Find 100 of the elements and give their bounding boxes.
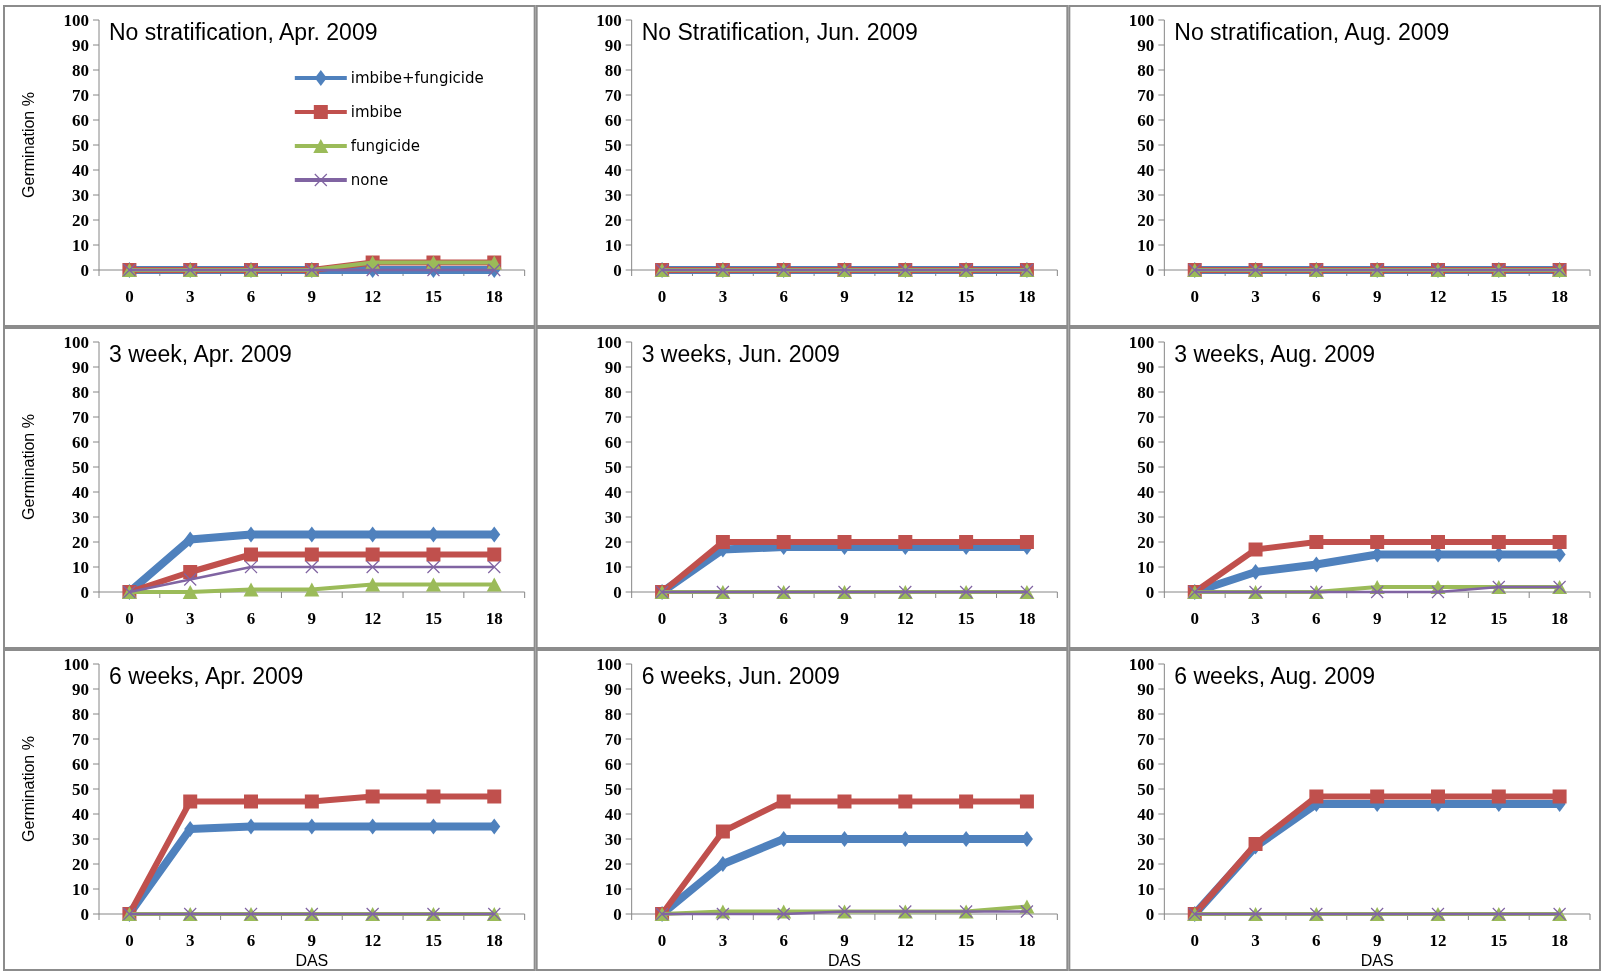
x-tick-label: 15 xyxy=(1490,931,1508,950)
x-tick-label: 18 xyxy=(1018,609,1036,628)
x-tick-label: 0 xyxy=(125,931,134,950)
y-tick-label: 80 xyxy=(72,60,89,80)
y-tick-label: 70 xyxy=(1137,85,1155,105)
y-tick-label: 30 xyxy=(72,185,89,205)
y-tick-label: 10 xyxy=(1137,235,1155,255)
x-tick-label: 9 xyxy=(307,609,317,628)
x-tick-label: 18 xyxy=(1018,931,1036,950)
y-tick-label: 60 xyxy=(1137,110,1155,130)
y-tick-label: 30 xyxy=(1137,507,1155,527)
y-axis-title: Germination % xyxy=(20,92,37,198)
y-tick-label: 60 xyxy=(72,432,89,452)
legend-label: fungicide xyxy=(350,137,420,156)
y-tick-label: 70 xyxy=(72,407,89,427)
y-tick-label: 40 xyxy=(1137,160,1155,180)
y-tick-label: 30 xyxy=(72,507,89,527)
y-tick-label: 70 xyxy=(604,729,622,749)
y-tick-label: 50 xyxy=(1137,779,1155,799)
y-tick-label: 30 xyxy=(72,829,89,849)
x-tick-label: 9 xyxy=(840,609,849,628)
x-tick-label: 9 xyxy=(1372,287,1382,306)
x-tick-label: 3 xyxy=(718,931,728,950)
y-tick-label: 20 xyxy=(1137,532,1155,552)
y-tick-label: 20 xyxy=(604,854,622,874)
y-tick-label: 0 xyxy=(80,582,89,602)
y-tick-label: 50 xyxy=(1137,457,1155,477)
y-tick-label: 70 xyxy=(1137,729,1155,749)
y-tick-label: 60 xyxy=(604,754,622,774)
x-tick-label: 0 xyxy=(1190,931,1199,950)
y-axis-title: Germination % xyxy=(20,736,37,842)
y-tick-label: 30 xyxy=(604,185,622,205)
y-tick-label: 10 xyxy=(604,879,622,899)
chart-title: 3 weeks, Aug. 2009 xyxy=(1174,341,1376,367)
x-tick-label: 12 xyxy=(1429,287,1447,306)
x-tick-label: 6 xyxy=(1312,609,1321,628)
x-tick-label: 0 xyxy=(657,931,667,950)
x-tick-label: 18 xyxy=(485,931,503,950)
x-tick-label: 12 xyxy=(364,931,382,950)
y-tick-label: 70 xyxy=(72,85,89,105)
chart-title: 6 weeks, Apr. 2009 xyxy=(109,663,304,689)
y-tick-label: 60 xyxy=(1137,432,1155,452)
x-tick-label: 0 xyxy=(1190,287,1199,306)
y-tick-label: 10 xyxy=(1137,879,1155,899)
x-tick-label: 3 xyxy=(718,287,728,306)
y-axis-title: Germination % xyxy=(20,414,37,520)
x-tick-label: 9 xyxy=(307,931,317,950)
x-tick-label: 18 xyxy=(1018,287,1036,306)
y-tick-label: 0 xyxy=(613,904,622,924)
y-tick-label: 30 xyxy=(1137,185,1155,205)
y-tick-label: 30 xyxy=(1137,829,1155,849)
y-tick-label: 80 xyxy=(1137,382,1155,402)
y-tick-label: 100 xyxy=(63,332,89,352)
x-tick-label: 12 xyxy=(896,609,914,628)
chart-title: 6 weeks, Jun. 2009 xyxy=(641,663,840,689)
x-tick-label: 9 xyxy=(1372,931,1382,950)
y-tick-label: 60 xyxy=(72,110,89,130)
y-tick-label: 20 xyxy=(72,210,89,230)
y-tick-label: 40 xyxy=(1137,482,1155,502)
x-tick-label: 18 xyxy=(1551,609,1569,628)
y-tick-label: 10 xyxy=(604,235,622,255)
y-tick-label: 40 xyxy=(72,482,89,502)
y-tick-label: 0 xyxy=(613,260,622,280)
x-tick-label: 18 xyxy=(485,287,503,306)
x-tick-label: 12 xyxy=(364,287,382,306)
y-tick-label: 50 xyxy=(604,135,622,155)
y-tick-label: 60 xyxy=(1137,754,1155,774)
y-tick-label: 10 xyxy=(72,557,89,577)
x-tick-label: 6 xyxy=(246,287,256,306)
y-tick-label: 90 xyxy=(604,357,622,377)
x-tick-label: 6 xyxy=(779,287,788,306)
legend-label: imbibe+fungicide xyxy=(350,69,484,88)
y-tick-label: 40 xyxy=(72,804,89,824)
x-axis-title: DAS xyxy=(295,952,329,969)
x-tick-label: 18 xyxy=(1551,287,1569,306)
x-tick-label: 6 xyxy=(1312,931,1321,950)
x-tick-label: 15 xyxy=(424,931,442,950)
x-tick-label: 6 xyxy=(779,609,788,628)
x-tick-label: 6 xyxy=(246,609,256,628)
y-tick-label: 50 xyxy=(72,779,89,799)
x-tick-label: 6 xyxy=(1312,287,1321,306)
x-tick-label: 0 xyxy=(125,609,134,628)
y-tick-label: 100 xyxy=(1128,332,1155,352)
y-tick-label: 20 xyxy=(72,532,89,552)
y-tick-label: 50 xyxy=(1137,135,1155,155)
y-tick-label: 10 xyxy=(1137,557,1155,577)
y-tick-label: 20 xyxy=(604,210,622,230)
y-tick-label: 100 xyxy=(596,654,622,674)
y-tick-label: 40 xyxy=(604,482,622,502)
x-tick-label: 3 xyxy=(185,609,195,628)
x-tick-label: 3 xyxy=(185,931,195,950)
y-tick-label: 60 xyxy=(72,754,89,774)
y-tick-label: 20 xyxy=(1137,210,1155,230)
legend-label: none xyxy=(350,171,389,190)
y-tick-label: 70 xyxy=(1137,407,1155,427)
y-tick-label: 90 xyxy=(1137,679,1155,699)
x-tick-label: 9 xyxy=(840,931,849,950)
x-tick-label: 15 xyxy=(957,931,975,950)
y-tick-label: 50 xyxy=(72,135,89,155)
y-tick-label: 80 xyxy=(604,704,622,724)
